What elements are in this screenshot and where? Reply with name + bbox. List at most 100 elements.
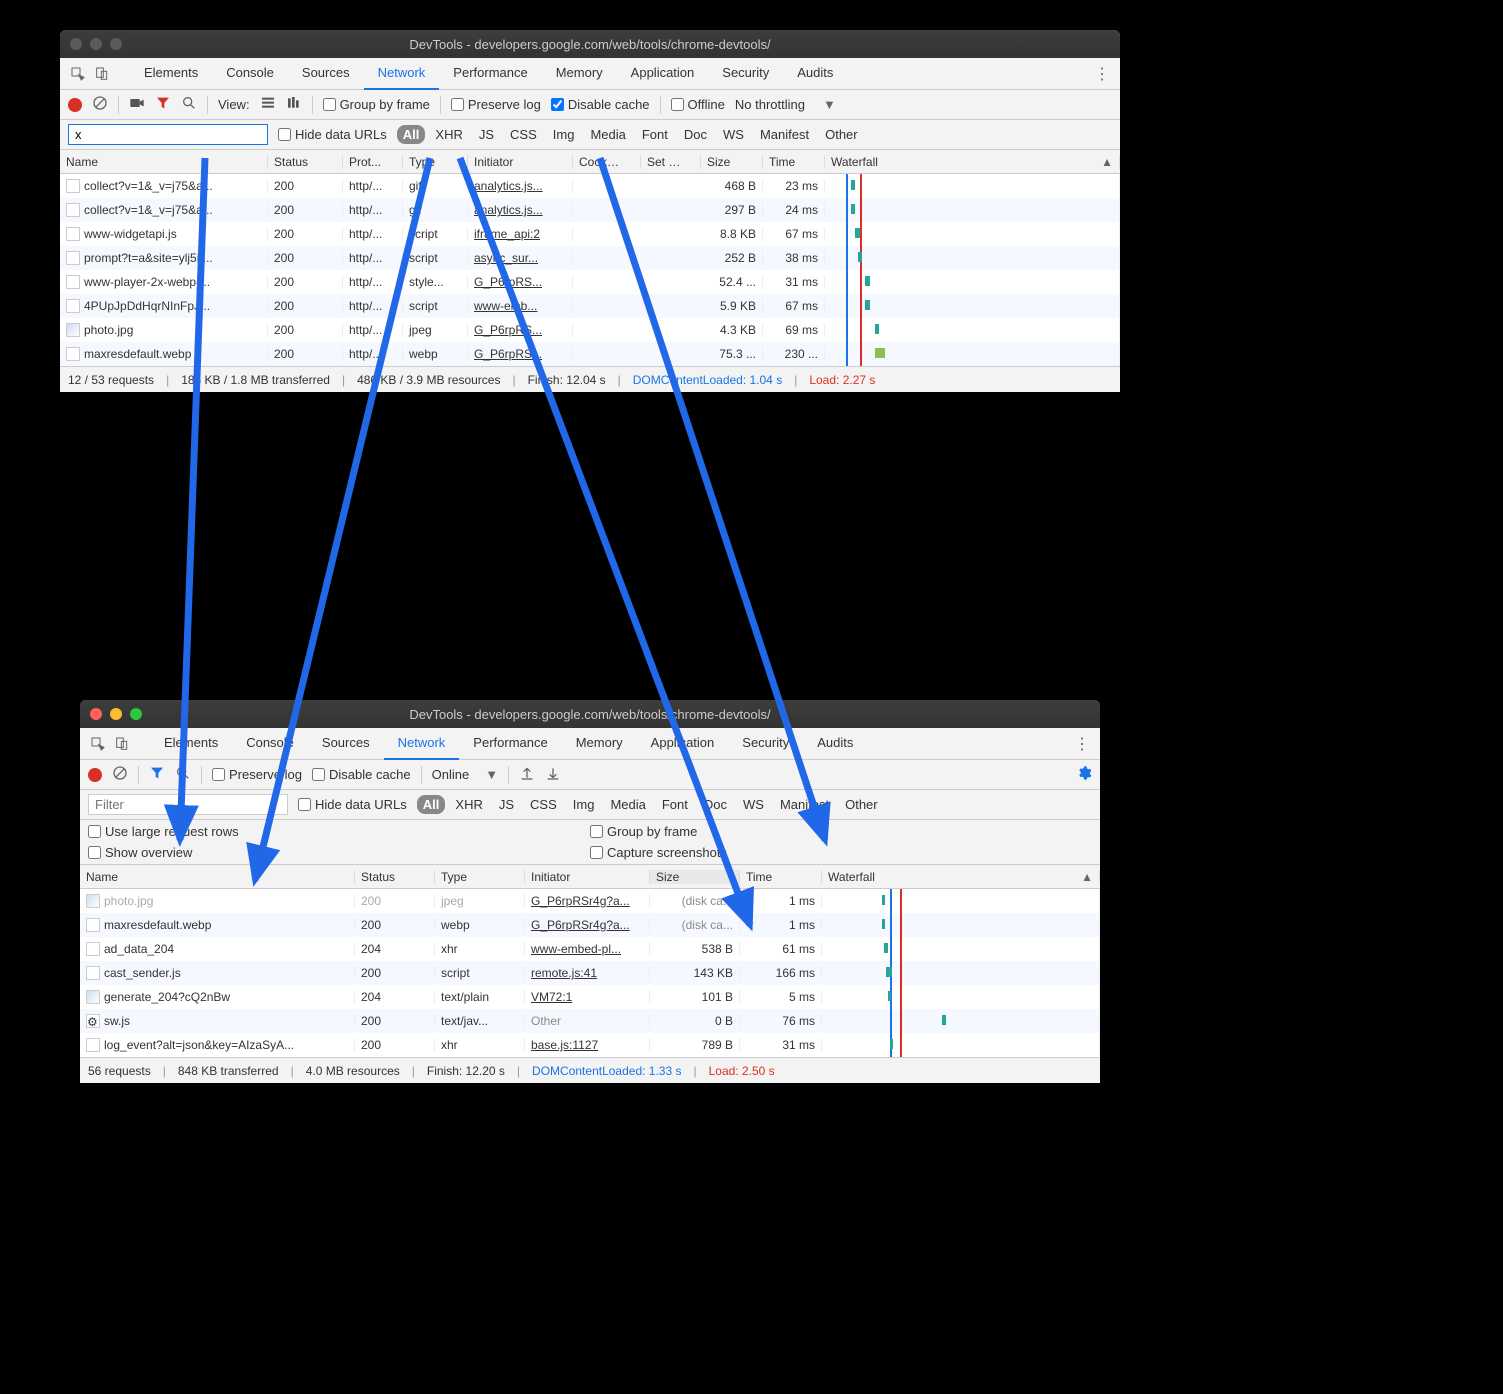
maximize-window-button[interactable] <box>110 38 122 50</box>
tab-security[interactable]: Security <box>728 727 803 760</box>
search-icon[interactable] <box>175 765 191 784</box>
type-filter-img[interactable]: Img <box>547 125 581 144</box>
more-menu-icon[interactable]: ⋮ <box>1070 734 1094 754</box>
column-header-type[interactable]: Type <box>403 155 468 169</box>
table-row[interactable]: maxresdefault.webp200webpG_P6rpRSr4g?a..… <box>80 913 1100 937</box>
tab-application[interactable]: Application <box>617 57 709 90</box>
initiator-cell[interactable]: G_P6rpRS... <box>468 347 573 361</box>
table-row[interactable]: cast_sender.js200scriptremote.js:41143 K… <box>80 961 1100 985</box>
record-button[interactable] <box>68 98 82 112</box>
filter-funnel-icon[interactable] <box>149 765 165 784</box>
column-header-size[interactable]: Size <box>701 155 763 169</box>
type-filter-font[interactable]: Font <box>636 125 674 144</box>
initiator-cell[interactable]: www-embed-pl... <box>525 942 650 956</box>
table-row[interactable]: maxresdefault.webp200http/...webpG_P6rpR… <box>60 342 1120 366</box>
type-filter-ws[interactable]: WS <box>717 125 750 144</box>
type-filter-media[interactable]: Media <box>604 795 651 814</box>
hide-data-urls-checkbox[interactable]: Hide data URLs <box>298 797 407 812</box>
upload-har-icon[interactable] <box>519 765 535 784</box>
capture-screenshots-checkbox[interactable]: Capture screenshots <box>590 845 1092 860</box>
initiator-cell[interactable]: remote.js:41 <box>525 966 650 980</box>
type-filter-font[interactable]: Font <box>656 795 694 814</box>
settings-gear-icon[interactable] <box>1076 765 1092 784</box>
initiator-cell[interactable]: VM72:1 <box>525 990 650 1004</box>
table-row[interactable]: 4PUpJpDdHqrNInFpJ...200http/...scriptwww… <box>60 294 1120 318</box>
download-har-icon[interactable] <box>545 765 561 784</box>
use-large-rows-checkbox[interactable]: Use large request rows <box>88 824 590 839</box>
column-header-status[interactable]: Status <box>355 870 435 884</box>
type-filter-js[interactable]: JS <box>493 795 520 814</box>
record-button[interactable] <box>88 768 102 782</box>
large-rows-icon[interactable] <box>260 95 276 114</box>
type-filter-media[interactable]: Media <box>584 125 631 144</box>
filter-funnel-icon[interactable] <box>155 95 171 114</box>
disable-cache-checkbox[interactable]: Disable cache <box>551 97 650 112</box>
type-filter-manifest[interactable]: Manifest <box>774 795 835 814</box>
dropdown-arrow-icon[interactable]: ▼ <box>823 97 836 112</box>
device-mode-icon[interactable] <box>110 732 134 756</box>
search-icon[interactable] <box>181 95 197 114</box>
table-row[interactable]: collect?v=1&_v=j75&a...200http/...gifana… <box>60 198 1120 222</box>
initiator-cell[interactable]: async_sur... <box>468 251 573 265</box>
initiator-cell[interactable]: analytics.js... <box>468 179 573 193</box>
filter-input[interactable] <box>88 794 288 815</box>
tab-elements[interactable]: Elements <box>150 727 232 760</box>
inspect-element-icon[interactable] <box>86 732 110 756</box>
tab-audits[interactable]: Audits <box>803 727 867 760</box>
clear-icon[interactable] <box>92 95 108 114</box>
column-header-initiator[interactable]: Initiator <box>468 155 573 169</box>
tab-audits[interactable]: Audits <box>783 57 847 90</box>
type-filter-xhr[interactable]: XHR <box>449 795 488 814</box>
tab-performance[interactable]: Performance <box>439 57 541 90</box>
disable-cache-checkbox[interactable]: Disable cache <box>312 767 411 782</box>
group-by-frame-checkbox[interactable]: Group by frame <box>590 824 1092 839</box>
tab-sources[interactable]: Sources <box>308 727 384 760</box>
column-header-size[interactable]: Size <box>650 870 740 884</box>
column-header-type[interactable]: Type <box>435 870 525 884</box>
show-overview-checkbox[interactable]: Show overview <box>88 845 590 860</box>
initiator-cell[interactable]: analytics.js... <box>468 203 573 217</box>
type-filter-other[interactable]: Other <box>839 795 884 814</box>
device-mode-icon[interactable] <box>90 62 114 86</box>
initiator-cell[interactable]: G_P6rpRS... <box>468 275 573 289</box>
type-filter-img[interactable]: Img <box>567 795 601 814</box>
table-row[interactable]: ad_data_204204xhrwww-embed-pl...538 B61 … <box>80 937 1100 961</box>
minimize-window-button[interactable] <box>90 38 102 50</box>
clear-icon[interactable] <box>112 765 128 784</box>
table-row[interactable]: prompt?t=a&site=ylj5if...200http/...scri… <box>60 246 1120 270</box>
dropdown-arrow-icon[interactable]: ▼ <box>485 767 498 782</box>
preserve-log-checkbox[interactable]: Preserve log <box>451 97 541 112</box>
throttling-online[interactable]: Online <box>432 767 470 782</box>
overview-icon[interactable] <box>286 95 302 114</box>
tab-elements[interactable]: Elements <box>130 57 212 90</box>
table-row[interactable]: photo.jpg200http/...jpegG_P6rpRS...4.3 K… <box>60 318 1120 342</box>
minimize-window-button[interactable] <box>110 708 122 720</box>
initiator-cell[interactable]: www-emb... <box>468 299 573 313</box>
table-row[interactable]: log_event?alt=json&key=AIzaSyA...200xhrb… <box>80 1033 1100 1057</box>
tab-console[interactable]: Console <box>212 57 288 90</box>
column-header-initiator[interactable]: Initiator <box>525 870 650 884</box>
tab-memory[interactable]: Memory <box>542 57 617 90</box>
column-header-cookies[interactable]: Cook… <box>573 155 641 169</box>
tab-security[interactable]: Security <box>708 57 783 90</box>
table-row[interactable]: ⚙sw.js200text/jav...Other0 B76 ms <box>80 1009 1100 1033</box>
type-filter-all[interactable]: All <box>397 125 426 144</box>
type-filter-xhr[interactable]: XHR <box>429 125 468 144</box>
type-filter-other[interactable]: Other <box>819 125 864 144</box>
maximize-window-button[interactable] <box>130 708 142 720</box>
group-by-frame-checkbox[interactable]: Group by frame <box>323 97 430 112</box>
column-header-name[interactable]: Name <box>80 870 355 884</box>
column-header-time[interactable]: Time <box>740 870 822 884</box>
type-filter-css[interactable]: CSS <box>524 795 563 814</box>
throttling-select[interactable]: No throttling <box>735 97 805 112</box>
filter-input[interactable] <box>68 124 268 145</box>
type-filter-js[interactable]: JS <box>473 125 500 144</box>
close-window-button[interactable] <box>90 708 102 720</box>
camera-icon[interactable] <box>129 95 145 114</box>
column-header-name[interactable]: Name <box>60 155 268 169</box>
type-filter-ws[interactable]: WS <box>737 795 770 814</box>
tab-network[interactable]: Network <box>384 727 460 760</box>
hide-data-urls-checkbox[interactable]: Hide data URLs <box>278 127 387 142</box>
tab-performance[interactable]: Performance <box>459 727 561 760</box>
inspect-element-icon[interactable] <box>66 62 90 86</box>
